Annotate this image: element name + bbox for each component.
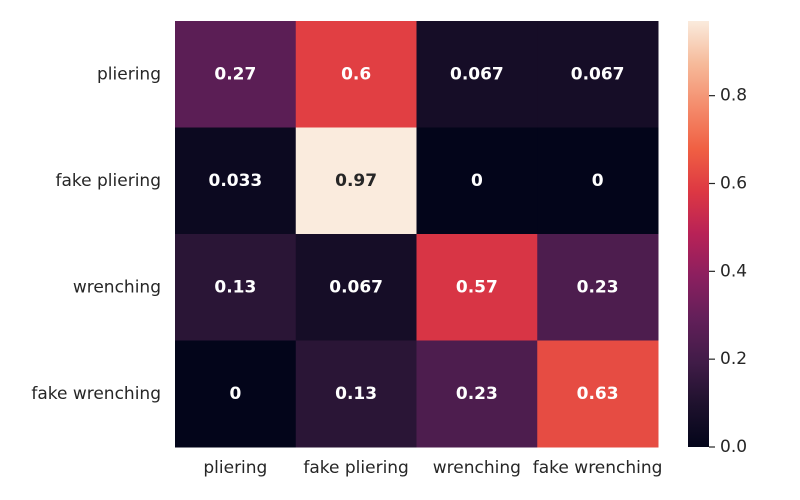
colorbar-gradient — [688, 21, 709, 447]
heatmap-cell — [537, 21, 659, 128]
heatmap-cell — [537, 127, 659, 235]
colorbar-tick-label: 0.0 — [720, 437, 747, 457]
cell-value-label: 0.23 — [456, 384, 498, 404]
cell-value-label: 0.13 — [335, 384, 377, 404]
heatmap-cell — [416, 340, 538, 448]
x-tick-label: fake pliering — [303, 458, 408, 478]
y-tick-label: fake wrenching — [31, 384, 161, 404]
colorbar-tick-label: 0.4 — [720, 261, 747, 281]
cell-value-label: 0.27 — [214, 64, 256, 84]
cell-value-label: 0.97 — [335, 171, 377, 191]
cell-value-label: 0.23 — [577, 277, 619, 297]
heatmap-cell — [416, 21, 538, 128]
x-tick-label: wrenching — [433, 458, 521, 478]
heatmap-cell — [295, 234, 417, 341]
cell-value-label: 0.13 — [214, 277, 256, 297]
cell-value-label: 0 — [592, 171, 604, 191]
cell-value-label: 0.033 — [208, 171, 262, 191]
colorbar-tick-label: 0.8 — [720, 86, 747, 106]
y-tick-label: wrenching — [73, 277, 161, 297]
heatmap-cell — [175, 340, 297, 448]
heatmap-cell — [175, 127, 297, 235]
cell-value-label: 0.6 — [341, 64, 371, 84]
colorbar: 0.0 0.2 0.4 0.6 0.8 — [688, 21, 747, 457]
cell-value-label: 0.067 — [450, 64, 504, 84]
heatmap-value-labels: 0.27 0.6 0.067 0.067 0.033 0.97 0 0 0.13 0.067 0.5… — [208, 64, 624, 404]
x-tick-labels: pliering fake pliering wrenching fake wrenc… — [203, 458, 662, 478]
heatmap-cells — [175, 21, 659, 448]
cell-value-label: 0.067 — [571, 64, 625, 84]
colorbar-ticks: 0.0 0.2 0.4 0.6 0.8 — [709, 86, 747, 457]
heatmap-cell — [295, 127, 417, 235]
heatmap-cell — [416, 234, 538, 341]
heatmap-cell — [295, 21, 417, 128]
heatmap-cell — [537, 234, 659, 341]
cell-value-label: 0 — [471, 171, 483, 191]
y-tick-label: fake pliering — [56, 171, 161, 191]
cell-value-label: 0.57 — [456, 277, 498, 297]
cell-value-label: 0.067 — [329, 277, 383, 297]
heatmap-cell — [416, 127, 538, 235]
heatmap-cell — [175, 234, 297, 341]
cell-value-label: 0 — [229, 384, 241, 404]
heatmap-cell — [537, 340, 659, 448]
y-tick-labels: pliering fake pliering wrenching fake wrenc… — [31, 64, 161, 404]
colorbar-tick-label: 0.2 — [720, 349, 747, 369]
cell-value-label: 0.63 — [577, 384, 619, 404]
heatmap-cell — [295, 340, 417, 448]
heatmap-cell — [175, 21, 297, 128]
x-tick-label: fake wrenching — [533, 458, 663, 478]
colorbar-tick-label: 0.6 — [720, 173, 747, 193]
x-tick-label: pliering — [203, 458, 267, 478]
y-tick-label: pliering — [97, 64, 161, 84]
